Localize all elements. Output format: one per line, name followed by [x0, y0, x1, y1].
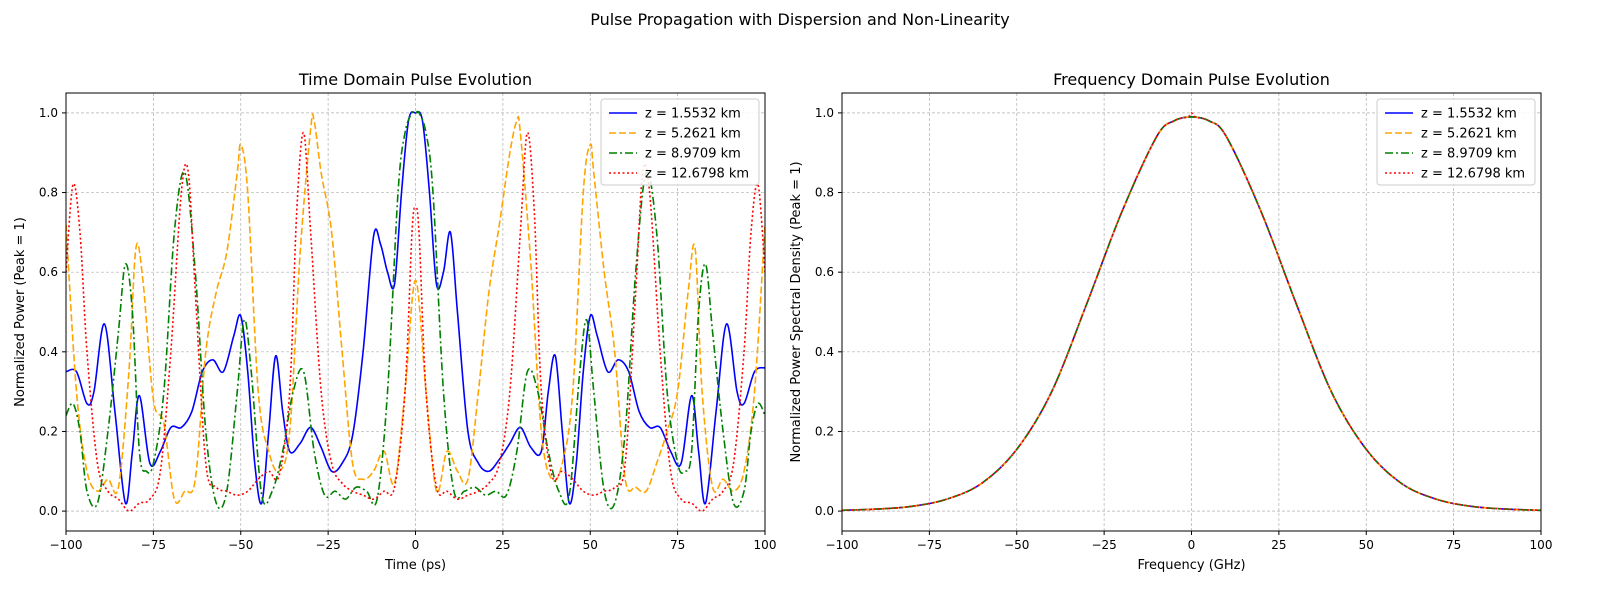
x-tick-label: 50: [583, 538, 598, 552]
y-axis-label: Normalized Power (Peak = 1): [13, 217, 28, 407]
frequency-domain-panel: −100 −75 −50 −25 0 25 50 75 100 0.0 0.2 0.4 0.6 0.8 1.…: [789, 70, 1552, 573]
legend-entry-label: z = 5.2621 km: [1421, 127, 1517, 142]
y-tick-label: 0.0: [815, 504, 834, 518]
legend-entry-label: z = 8.9709 km: [645, 147, 741, 162]
y-tick-label: 1.0: [815, 106, 834, 120]
legend-entry-label: z = 5.2621 km: [645, 127, 741, 142]
x-tick-label: −50: [228, 538, 253, 552]
series-line-2: [66, 113, 765, 504]
x-tick-label: 75: [670, 538, 685, 552]
x-tick-label: −25: [1091, 538, 1116, 552]
legend-entry-label: z = 12.6798 km: [1421, 167, 1525, 182]
legend-box: [600, 98, 760, 186]
legend-entry-label: z = 1.5532 km: [645, 107, 741, 122]
y-tick-label: 0.2: [815, 424, 834, 438]
x-tick-label: 0: [412, 538, 420, 552]
y-tick-label: 0.8: [815, 186, 834, 200]
legend-entry-label: z = 8.9709 km: [1421, 147, 1517, 162]
y-tick-label: 1.0: [39, 106, 58, 120]
series-lines: [66, 110, 765, 512]
x-tick-label: 25: [495, 538, 510, 552]
legend-box: [1376, 98, 1536, 186]
y-axis-label: Normalized Power Spectral Density (Peak …: [789, 161, 804, 462]
x-tick-label: 75: [1446, 538, 1461, 552]
series-lines: [842, 112, 1541, 512]
x-tick-label: −25: [315, 538, 340, 552]
y-tick-label: 0.8: [39, 186, 58, 200]
legend: z = 1.5532 km z = 5.2621 km z = 8.9709 km z…: [600, 98, 760, 186]
x-tick-label: 0: [1188, 538, 1196, 552]
y-tick-label: 0.4: [815, 345, 834, 359]
panel-title: Frequency Domain Pulse Evolution: [1053, 70, 1330, 89]
figure-suptitle: Pulse Propagation with Dispersion and No…: [590, 10, 1010, 29]
x-tick-label: −75: [917, 538, 942, 552]
legend: z = 1.5532 km z = 5.2621 km z = 8.9709 km z…: [1376, 98, 1536, 186]
x-tick-label: 25: [1271, 538, 1286, 552]
series-line-4: [842, 112, 1541, 512]
x-tick-label: 50: [1359, 538, 1374, 552]
legend-entry-label: z = 1.5532 km: [1421, 107, 1517, 122]
panel-title: Time Domain Pulse Evolution: [298, 70, 532, 89]
y-tick-label: 0.4: [39, 345, 58, 359]
time-domain-panel: −100 −75 −50 −25 0 25 50 75 100 0.0 0.2 0.4 0.6 0.8 1.…: [13, 70, 776, 573]
series-line-1: [66, 111, 765, 505]
legend-entry-label: z = 12.6798 km: [645, 167, 749, 182]
x-axis-label: Time (ps): [384, 558, 446, 573]
x-tick-label: −75: [141, 538, 166, 552]
y-tick-label: 0.0: [39, 504, 58, 518]
y-tick-label: 0.6: [815, 265, 834, 279]
y-tick-label: 0.6: [39, 265, 58, 279]
x-tick-label: 100: [1530, 538, 1553, 552]
x-tick-label: 100: [754, 538, 777, 552]
x-tick-label: −50: [1004, 538, 1029, 552]
x-tick-label: −100: [826, 538, 859, 552]
x-axis-label: Frequency (GHz): [1137, 558, 1245, 573]
x-tick-label: −100: [50, 538, 83, 552]
y-tick-label: 0.2: [39, 424, 58, 438]
